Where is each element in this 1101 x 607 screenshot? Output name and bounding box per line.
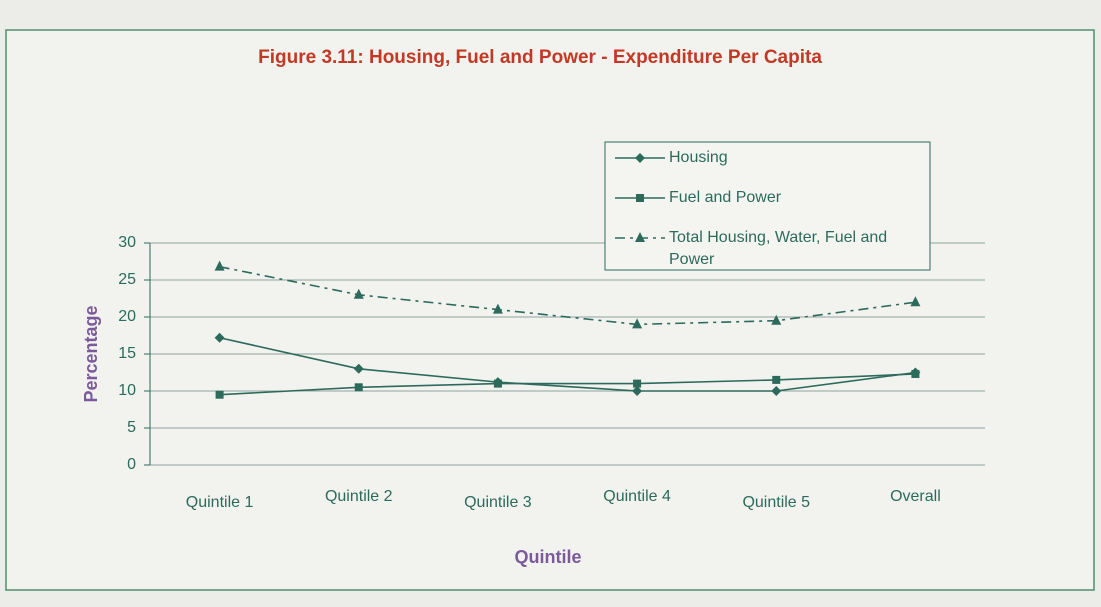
data-point [354,383,363,392]
y-tick-label: 5 [127,419,136,436]
data-point [214,260,225,271]
data-point [771,386,782,396]
data-point [911,369,920,378]
y-tick-label: 20 [118,308,136,325]
data-point [214,332,225,343]
data-point [353,288,364,299]
data-point [632,318,643,329]
y-tick-label: 10 [118,382,136,399]
chart-border [5,29,1095,591]
series-line [219,373,916,396]
data-point [492,303,503,314]
x-tick-label: Overall [890,488,941,505]
x-tick-label: Quintile 3 [464,494,532,511]
legend-marker [636,194,644,202]
legend-label-line: Total Housing, Water, Fuel and [669,229,887,246]
y-tick-label: 0 [127,456,136,473]
y-tick-label: 25 [118,271,136,288]
y-axis-title: Percentage [81,305,101,402]
data-point [771,314,782,325]
legend-box [604,141,931,271]
data-point [493,379,502,388]
legend-marker [635,232,645,242]
data-point [633,379,642,388]
data-point [632,386,643,396]
x-axis-title: Quintile [515,547,582,567]
x-tick-label: Quintile 2 [325,488,393,505]
legend-label: Housing [669,149,728,166]
x-tick-label: Quintile 1 [186,494,254,511]
legend-label: Fuel and Power [669,189,782,206]
legend-label: Total Housing, Water, Fuel and Power [669,229,887,268]
data-point [353,363,364,374]
y-tick-label: 15 [118,345,136,362]
legend-marker [635,153,645,163]
data-point [772,375,781,384]
chart-title: Figure 3.11: Housing, Fuel and Power - E… [258,47,822,68]
series-line [219,265,916,326]
legend-label-line: Power [669,251,715,268]
data-point [215,390,224,399]
series-line [219,336,916,392]
x-tick-label: Quintile 5 [742,494,810,511]
y-tick-label: 30 [118,234,136,251]
x-tick-label: Quintile 4 [603,488,671,505]
data-point [910,296,921,307]
